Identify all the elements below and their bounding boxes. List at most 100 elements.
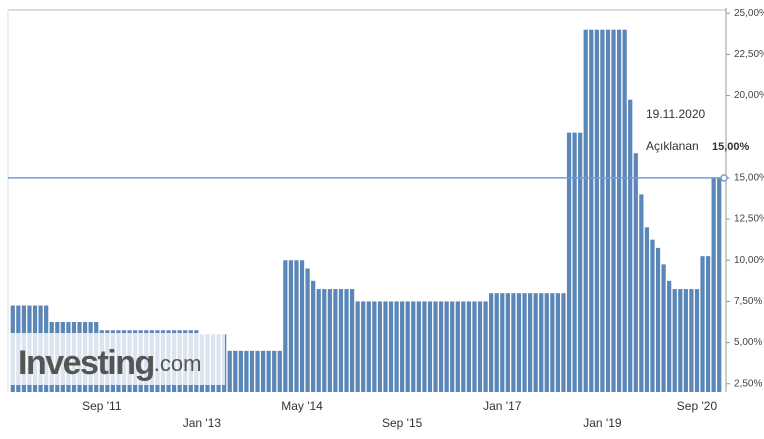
bar bbox=[678, 289, 683, 392]
logo-backdrop bbox=[10, 333, 225, 385]
bar bbox=[683, 289, 688, 392]
bar bbox=[527, 293, 533, 392]
bar bbox=[372, 301, 377, 392]
bar bbox=[366, 301, 371, 392]
bar bbox=[355, 301, 360, 392]
bar bbox=[694, 289, 700, 392]
x-tick-label: Sep '11 bbox=[82, 399, 122, 413]
bar bbox=[483, 301, 488, 392]
bar bbox=[667, 280, 672, 392]
bar bbox=[494, 293, 499, 392]
bar bbox=[338, 289, 344, 392]
y-tick-label: 12,50% bbox=[734, 214, 764, 225]
bar bbox=[444, 301, 449, 392]
y-tick-label: 22,50% bbox=[734, 49, 764, 60]
bar bbox=[277, 350, 282, 392]
bar bbox=[628, 99, 633, 392]
y-tick-label: 25,00% bbox=[734, 8, 764, 19]
bar bbox=[700, 256, 705, 392]
bar bbox=[611, 29, 616, 393]
bar bbox=[655, 247, 661, 392]
bar bbox=[477, 301, 483, 392]
bar bbox=[616, 29, 622, 393]
x-tick-label: May '14 bbox=[281, 399, 323, 413]
bar bbox=[322, 289, 327, 392]
y-tick-label: 2,50% bbox=[734, 378, 762, 389]
bar bbox=[583, 29, 588, 393]
bar bbox=[455, 301, 460, 392]
bar bbox=[661, 264, 666, 392]
bar bbox=[633, 153, 638, 392]
annotation-backdrop bbox=[640, 100, 720, 160]
bar bbox=[522, 293, 527, 392]
bar bbox=[255, 350, 260, 392]
x-tick-label: Jan '17 bbox=[483, 399, 522, 413]
bar bbox=[622, 29, 627, 393]
bar bbox=[605, 29, 611, 393]
bar bbox=[550, 293, 555, 392]
bar bbox=[438, 301, 444, 392]
bar bbox=[566, 132, 572, 392]
bar bbox=[238, 350, 243, 392]
bar bbox=[489, 293, 494, 392]
bar bbox=[555, 293, 561, 392]
bar bbox=[400, 301, 405, 392]
bar bbox=[266, 350, 271, 392]
bar bbox=[472, 301, 477, 392]
bar bbox=[511, 293, 516, 392]
bar bbox=[416, 301, 421, 392]
annotation-value: 15,00% bbox=[712, 141, 750, 153]
y-tick-label: 10,00% bbox=[734, 255, 764, 266]
y-tick-label: 5,00% bbox=[734, 337, 762, 348]
y-tick-label: 20,00% bbox=[734, 90, 764, 101]
bar bbox=[505, 293, 510, 392]
bar bbox=[311, 280, 316, 392]
bar bbox=[650, 239, 655, 392]
bar bbox=[450, 301, 455, 392]
bar bbox=[316, 289, 321, 392]
bar bbox=[711, 177, 716, 392]
bar bbox=[377, 301, 383, 392]
bar bbox=[578, 132, 583, 392]
bar bbox=[594, 29, 599, 393]
bar bbox=[533, 293, 538, 392]
bar bbox=[361, 301, 366, 392]
bar bbox=[233, 350, 238, 392]
annotation-date: 19.11.2020 bbox=[646, 107, 705, 121]
logo-name: Investing bbox=[18, 344, 154, 382]
bar bbox=[305, 268, 310, 392]
bar bbox=[249, 350, 255, 392]
bar bbox=[561, 293, 566, 392]
bar bbox=[383, 301, 388, 392]
x-tick-label: Sep '20 bbox=[677, 399, 718, 413]
bar bbox=[705, 256, 711, 392]
bar bbox=[639, 194, 644, 392]
bar bbox=[272, 350, 277, 392]
bar bbox=[333, 289, 338, 392]
bar bbox=[344, 289, 349, 392]
y-tick-label: 15,00% bbox=[734, 173, 764, 184]
bar bbox=[600, 29, 605, 393]
bar bbox=[327, 289, 332, 392]
bar bbox=[427, 301, 433, 392]
bar bbox=[394, 301, 399, 392]
bar bbox=[288, 260, 294, 392]
bar bbox=[405, 301, 410, 392]
x-tick-label: Jan '19 bbox=[583, 416, 622, 430]
bar bbox=[244, 350, 249, 392]
bar bbox=[466, 301, 472, 392]
bar bbox=[283, 260, 288, 392]
bar bbox=[589, 29, 594, 393]
bar bbox=[572, 132, 577, 392]
bar bbox=[388, 301, 394, 392]
bar bbox=[299, 260, 305, 392]
bar bbox=[644, 227, 650, 392]
annotation-label: Açıklanan bbox=[646, 139, 699, 153]
bar bbox=[717, 177, 722, 392]
logo-suffix: .com bbox=[154, 351, 202, 376]
y-tick-label: 7,50% bbox=[734, 296, 762, 307]
bar bbox=[349, 289, 355, 392]
bar bbox=[461, 301, 466, 392]
bar bbox=[260, 350, 266, 392]
